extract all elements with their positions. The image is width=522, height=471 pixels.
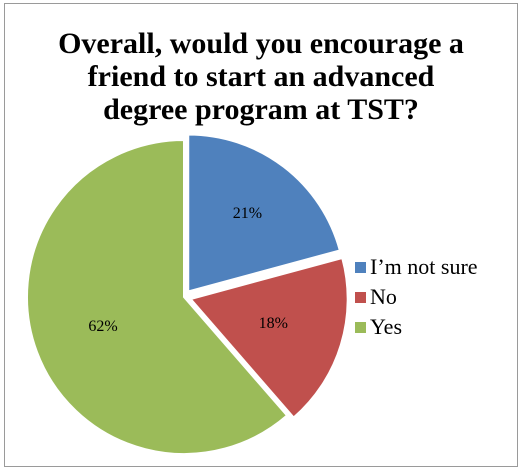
chart-title-line: friend to start an advanced [87,60,435,93]
pie-slices [26,133,349,455]
chart-title-line: degree program at TST? [103,93,419,126]
slice-label-yes: 62% [88,318,117,335]
pie-slice-labels: 21% 18% 62% [88,205,288,335]
legend-entry-no: No [355,282,478,312]
legend-swatch-yes [355,321,366,333]
legend-swatch-no [355,291,366,303]
legend: I’m not sure No Yes [355,252,478,342]
pie-slice-not-sure [187,133,342,293]
legend-label: No [370,284,397,309]
chart-title-line: Overall, would you encourage a [58,27,464,60]
chart-title: Overall, would you encourage a friend to… [0,27,522,126]
slice-label-no: 18% [259,315,288,332]
legend-entry-yes: Yes [355,312,478,342]
slice-label-not-sure: 21% [233,205,262,222]
legend-entry-not-sure: I’m not sure [355,252,478,282]
pie-slice-no [188,256,349,419]
pie-slice-yes [26,138,289,455]
legend-label: I’m not sure [370,254,478,279]
legend-swatch-not-sure [355,261,366,273]
legend-label: Yes [370,314,403,339]
